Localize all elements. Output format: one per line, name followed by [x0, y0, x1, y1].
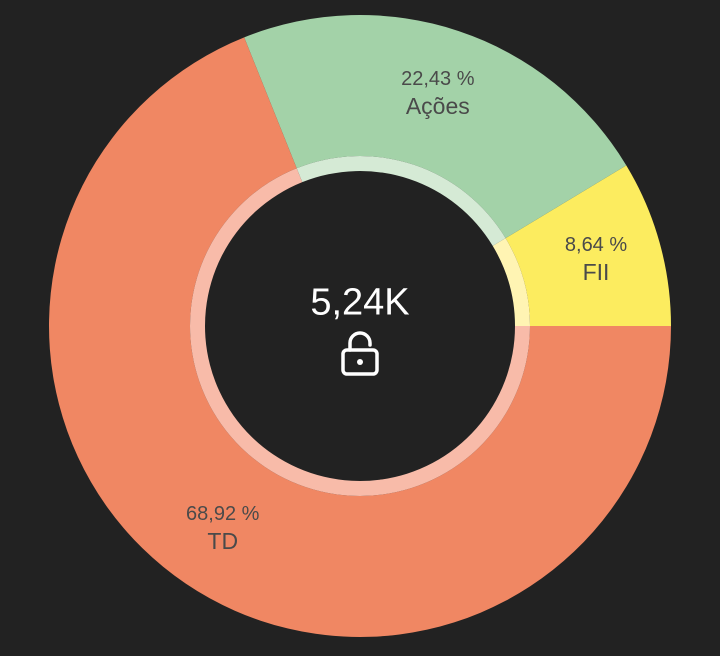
slice-td[interactable]	[48, 37, 671, 638]
slice-percent: 8,64 %	[564, 234, 628, 257]
slice-label-td: 68,92 % TD	[186, 502, 259, 556]
slice-category: FII	[582, 259, 610, 286]
slice-percent: 22,43 %	[401, 67, 475, 90]
slice-label-acoes: 22,43 % Ações	[401, 67, 474, 121]
slice-category: Ações	[405, 92, 470, 119]
ring-fii	[492, 238, 530, 326]
slice-category: TD	[207, 528, 239, 555]
slice-percent: 68,92 %	[186, 503, 260, 526]
slice-fii[interactable]	[505, 165, 671, 326]
unlock-icon[interactable]	[340, 330, 380, 376]
ring-acoes	[296, 155, 506, 246]
slice-label-fii: 8,64 % FII	[565, 233, 627, 287]
slice-acoes[interactable]	[244, 14, 627, 239]
center-total-value: 5,24K	[310, 281, 410, 324]
